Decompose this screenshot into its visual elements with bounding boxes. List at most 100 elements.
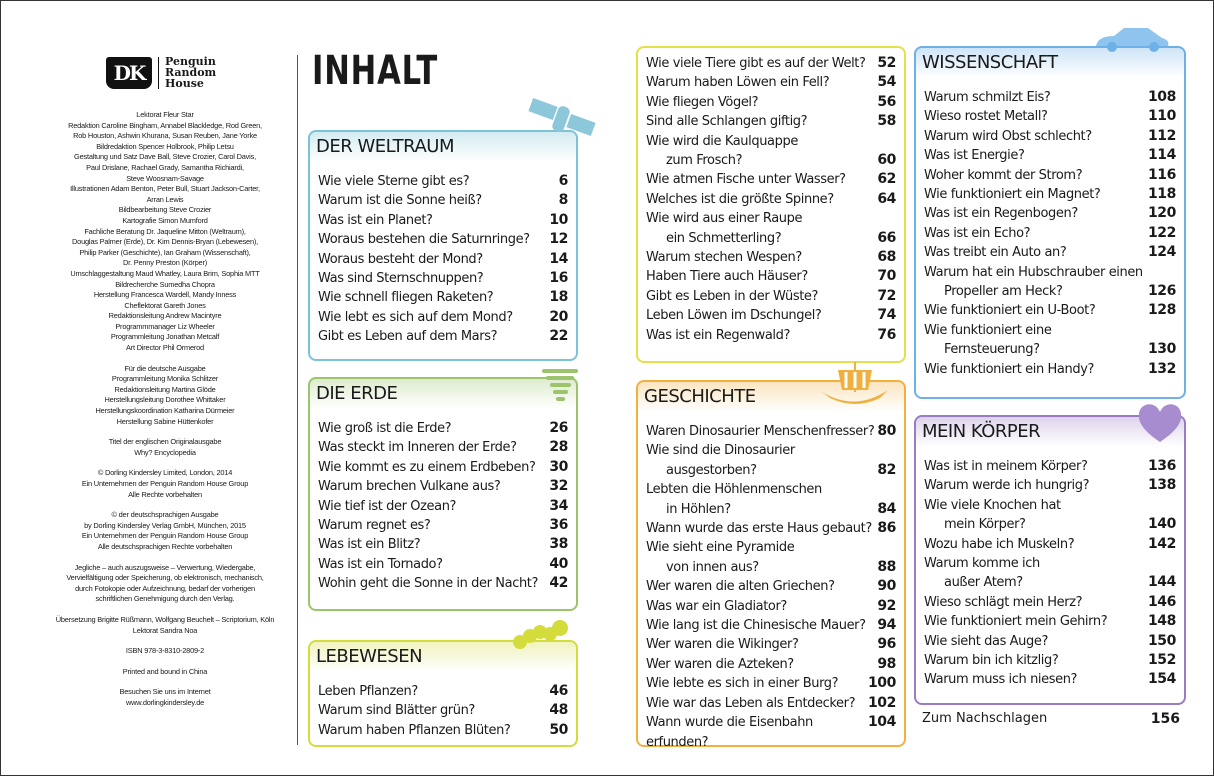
credit-gap (40, 636, 290, 646)
toc-entry[interactable]: Was ist ein Blitz? 38 (318, 535, 568, 554)
toc-entry[interactable]: Warum bin ich kitzlig? 152 (924, 651, 1176, 670)
toc-entry[interactable]: Gibt es Leben auf dem Mars? 22 (318, 327, 568, 346)
credit-line: Douglas Palmer (Erde), Dr. Kim Dennis-Br… (72, 237, 258, 247)
toc-entry[interactable]: Wie tief ist der Ozean? 34 (318, 497, 568, 516)
toc-entry[interactable]: Warum komme ich (924, 554, 1176, 573)
toc-entry[interactable]: Haben Tiere auch Häuser? 70 (646, 267, 896, 286)
toc-entry[interactable]: Wann wurde die Eisenbahn erfunden? 104 (646, 713, 896, 752)
toc-entry-cont[interactable]: außer Atem? 144 (924, 573, 1176, 592)
entry-question: Woraus bestehen die Saturnringe? (318, 232, 530, 248)
toc-entry[interactable]: Warum haben Pflanzen Blüten? 50 (318, 721, 568, 740)
toc-entry[interactable]: Leben Löwen im Dschungel? 74 (646, 306, 896, 325)
toc-entry[interactable]: Warum regnet es? 36 (318, 516, 568, 535)
entry-question: Was ist ein Planet? (318, 212, 433, 228)
toc-entry[interactable]: Wie war das Leben als Entdecker? 102 (646, 694, 896, 713)
toc-entry[interactable]: Wie atmen Fische unter Wasser? 62 (646, 170, 896, 189)
toc-entry-cont[interactable]: von innen aus? 88 (646, 558, 896, 577)
toc-entry[interactable]: Was sind Sternschnuppen? 16 (318, 269, 568, 288)
toc-entry[interactable]: Wieso rostet Metall? 110 (924, 107, 1176, 126)
toc-entry[interactable]: Was ist ein Planet? 10 (318, 211, 568, 230)
entry-question: Wie wird die Kaulquappe (646, 133, 798, 149)
toc-entry[interactable]: Lebten die Höhlenmenschen (646, 480, 896, 499)
toc-entry[interactable]: Woraus besteht der Mond? 14 (318, 250, 568, 269)
toc-entry[interactable]: Warum stechen Wespen? 68 (646, 248, 896, 267)
toc-entry-cont[interactable]: in Höhlen? 84 (646, 500, 896, 519)
toc-entry[interactable]: Gibt es Leben in der Wüste? 72 (646, 287, 896, 306)
toc-entry[interactable]: Wie sind die Dinosaurier (646, 441, 896, 460)
entry-question: Was ist in meinem Körper? (924, 459, 1088, 474)
toc-entry[interactable]: Wie viele Sterne gibt es? 6 (318, 172, 568, 191)
toc-entry[interactable]: Sind alle Schlangen giftig? 58 (646, 112, 896, 131)
toc-entry[interactable]: Warum ist die Sonne heiß? 8 (318, 191, 568, 210)
toc-entry[interactable]: Wie groß ist die Erde? 26 (318, 419, 568, 438)
toc-entry[interactable]: Warum hat ein Hubschrauber einen (924, 263, 1176, 282)
entry-page: 124 (1147, 244, 1176, 261)
toc-entry[interactable]: Wie viele Knochen hat (924, 496, 1176, 515)
toc-entry[interactable]: Wie fliegen Vögel? 56 (646, 93, 896, 112)
entry-page: 8 (558, 192, 569, 209)
toc-entry[interactable]: Welches ist die größte Spinne? 64 (646, 190, 896, 209)
toc-entry[interactable]: Warum sind Blätter grün? 48 (318, 701, 568, 720)
toc-entry[interactable]: Wie funktioniert mein Gehirn? 148 (924, 612, 1176, 631)
toc-entry[interactable]: Warum werde ich hungrig? 138 (924, 476, 1176, 495)
entry-page: 66 (877, 229, 896, 246)
toc-entry[interactable]: Leben Pflanzen? 46 (318, 682, 568, 701)
toc-entry[interactable]: Wie lebt es sich auf dem Mond? 20 (318, 308, 568, 327)
toc-entry[interactable]: Was war ein Gladiator? 92 (646, 597, 896, 616)
toc-entry[interactable]: Was ist ein Regenwald? 76 (646, 326, 896, 345)
entry-question: Wer waren die Azteken? (646, 656, 794, 672)
toc-entry[interactable]: Was ist Energie? 114 (924, 146, 1176, 165)
entry-question: Wann wurde die Eisenbahn erfunden? (646, 715, 813, 750)
entry-question: Gibt es Leben auf dem Mars? (318, 329, 498, 345)
toc-entry[interactable]: Wie funktioniert eine (924, 321, 1176, 340)
toc-entry[interactable]: Wie viele Tiere gibt es auf der Welt? 52 (646, 54, 896, 73)
toc-entry[interactable]: Wie funktioniert ein Magnet? 118 (924, 185, 1176, 204)
toc-entry[interactable]: Warum schmilzt Eis? 108 (924, 88, 1176, 107)
toc-entry[interactable]: Wozu habe ich Muskeln? 142 (924, 535, 1176, 554)
toc-entry[interactable]: Wer waren die Azteken? 98 (646, 655, 896, 674)
toc-entry[interactable]: Wie sieht das Auge? 150 (924, 632, 1176, 651)
toc-entry[interactable]: Wie schnell fliegen Raketen? 18 (318, 288, 568, 307)
toc-entry-cont[interactable]: Propeller am Heck? 126 (924, 282, 1176, 301)
entry-question: Warum hat ein Hubschrauber einen (924, 264, 1143, 280)
toc-entry[interactable]: Was treibt ein Auto an? 124 (924, 243, 1176, 262)
toc-entry-cont[interactable]: mein Körper? 140 (924, 515, 1176, 534)
toc-entry[interactable]: Woher kommt der Strom? 116 (924, 166, 1176, 185)
toc-entry[interactable]: Wie wird aus einer Raupe (646, 209, 896, 228)
toc-entry[interactable]: Was ist ein Regenbogen? 120 (924, 204, 1176, 223)
toc-entry[interactable]: Warum wird Obst schlecht? 112 (924, 127, 1176, 146)
toc-entry[interactable]: Waren Dinosaurier Menschenfresser? 80 (646, 422, 896, 441)
toc-entry[interactable]: Wer waren die Wikinger? 96 (646, 635, 896, 654)
entry-question: Wie funktioniert mein Gehirn? (924, 614, 1108, 630)
toc-entry[interactable]: Was ist ein Echo? 122 (924, 224, 1176, 243)
toc-entry-cont[interactable]: ausgestorben? 82 (646, 461, 896, 480)
toc-entry-cont[interactable]: ein Schmetterling? 66 (646, 229, 896, 248)
toc-entry-cont[interactable]: Fernsteuerung? 130 (924, 340, 1176, 359)
toc-entry[interactable]: Wie sieht eine Pyramide (646, 538, 896, 557)
toc-entry[interactable]: Wieso schlägt mein Herz? 146 (924, 593, 1176, 612)
toc-entry[interactable]: Wie funktioniert ein U-Boot? 128 (924, 301, 1176, 320)
toc-entry[interactable]: Wer waren die alten Griechen? 90 (646, 577, 896, 596)
toc-entry[interactable]: Woraus bestehen die Saturnringe? 12 (318, 230, 568, 249)
credit-line: Für die deutsche Ausgabe (124, 363, 206, 373)
credit-line: www.dorlingkindersley.de (125, 697, 205, 707)
toc-entry[interactable]: Wie kommt es zu einem Erdbeben? 30 (318, 458, 568, 477)
toc-entry[interactable]: Warum muss ich niesen? 154 (924, 670, 1176, 689)
toc-entry[interactable]: Warum brechen Vulkane aus? 32 (318, 477, 568, 496)
toc-entry-cont[interactable]: zum Frosch? 60 (646, 151, 896, 170)
toc-entry[interactable]: Was ist in meinem Körper? 136 (924, 457, 1176, 476)
toc-entry[interactable]: Wohin geht die Sonne in der Nacht? 42 (318, 574, 568, 593)
entry-page: 140 (1147, 516, 1176, 533)
entry-question: Warum komme ich (924, 556, 1040, 572)
toc-entry[interactable]: Was ist ein Tornado? 40 (318, 555, 568, 574)
toc-entry[interactable]: Wie funktioniert ein Handy? 132 (924, 360, 1176, 379)
toc-entry[interactable]: Was steckt im Inneren der Erde? 28 (318, 438, 568, 457)
toc-entry[interactable]: Wann wurde das erste Haus gebaut? 86 (646, 519, 896, 538)
toc-entry[interactable]: Wie wird die Kaulquappe (646, 132, 896, 151)
entry-page: 114 (1147, 147, 1176, 164)
toc-entry[interactable]: Wie lebte es sich in einer Burg? 100 (646, 674, 896, 693)
toc-entry[interactable]: Warum haben Löwen ein Fell? 54 (646, 73, 896, 92)
entry-question: Wie wird aus einer Raupe (646, 211, 803, 227)
toc-entry[interactable]: Wie lang ist die Chinesische Mauer? 94 (646, 616, 896, 635)
entry-question-cont: außer Atem? (944, 575, 1023, 591)
